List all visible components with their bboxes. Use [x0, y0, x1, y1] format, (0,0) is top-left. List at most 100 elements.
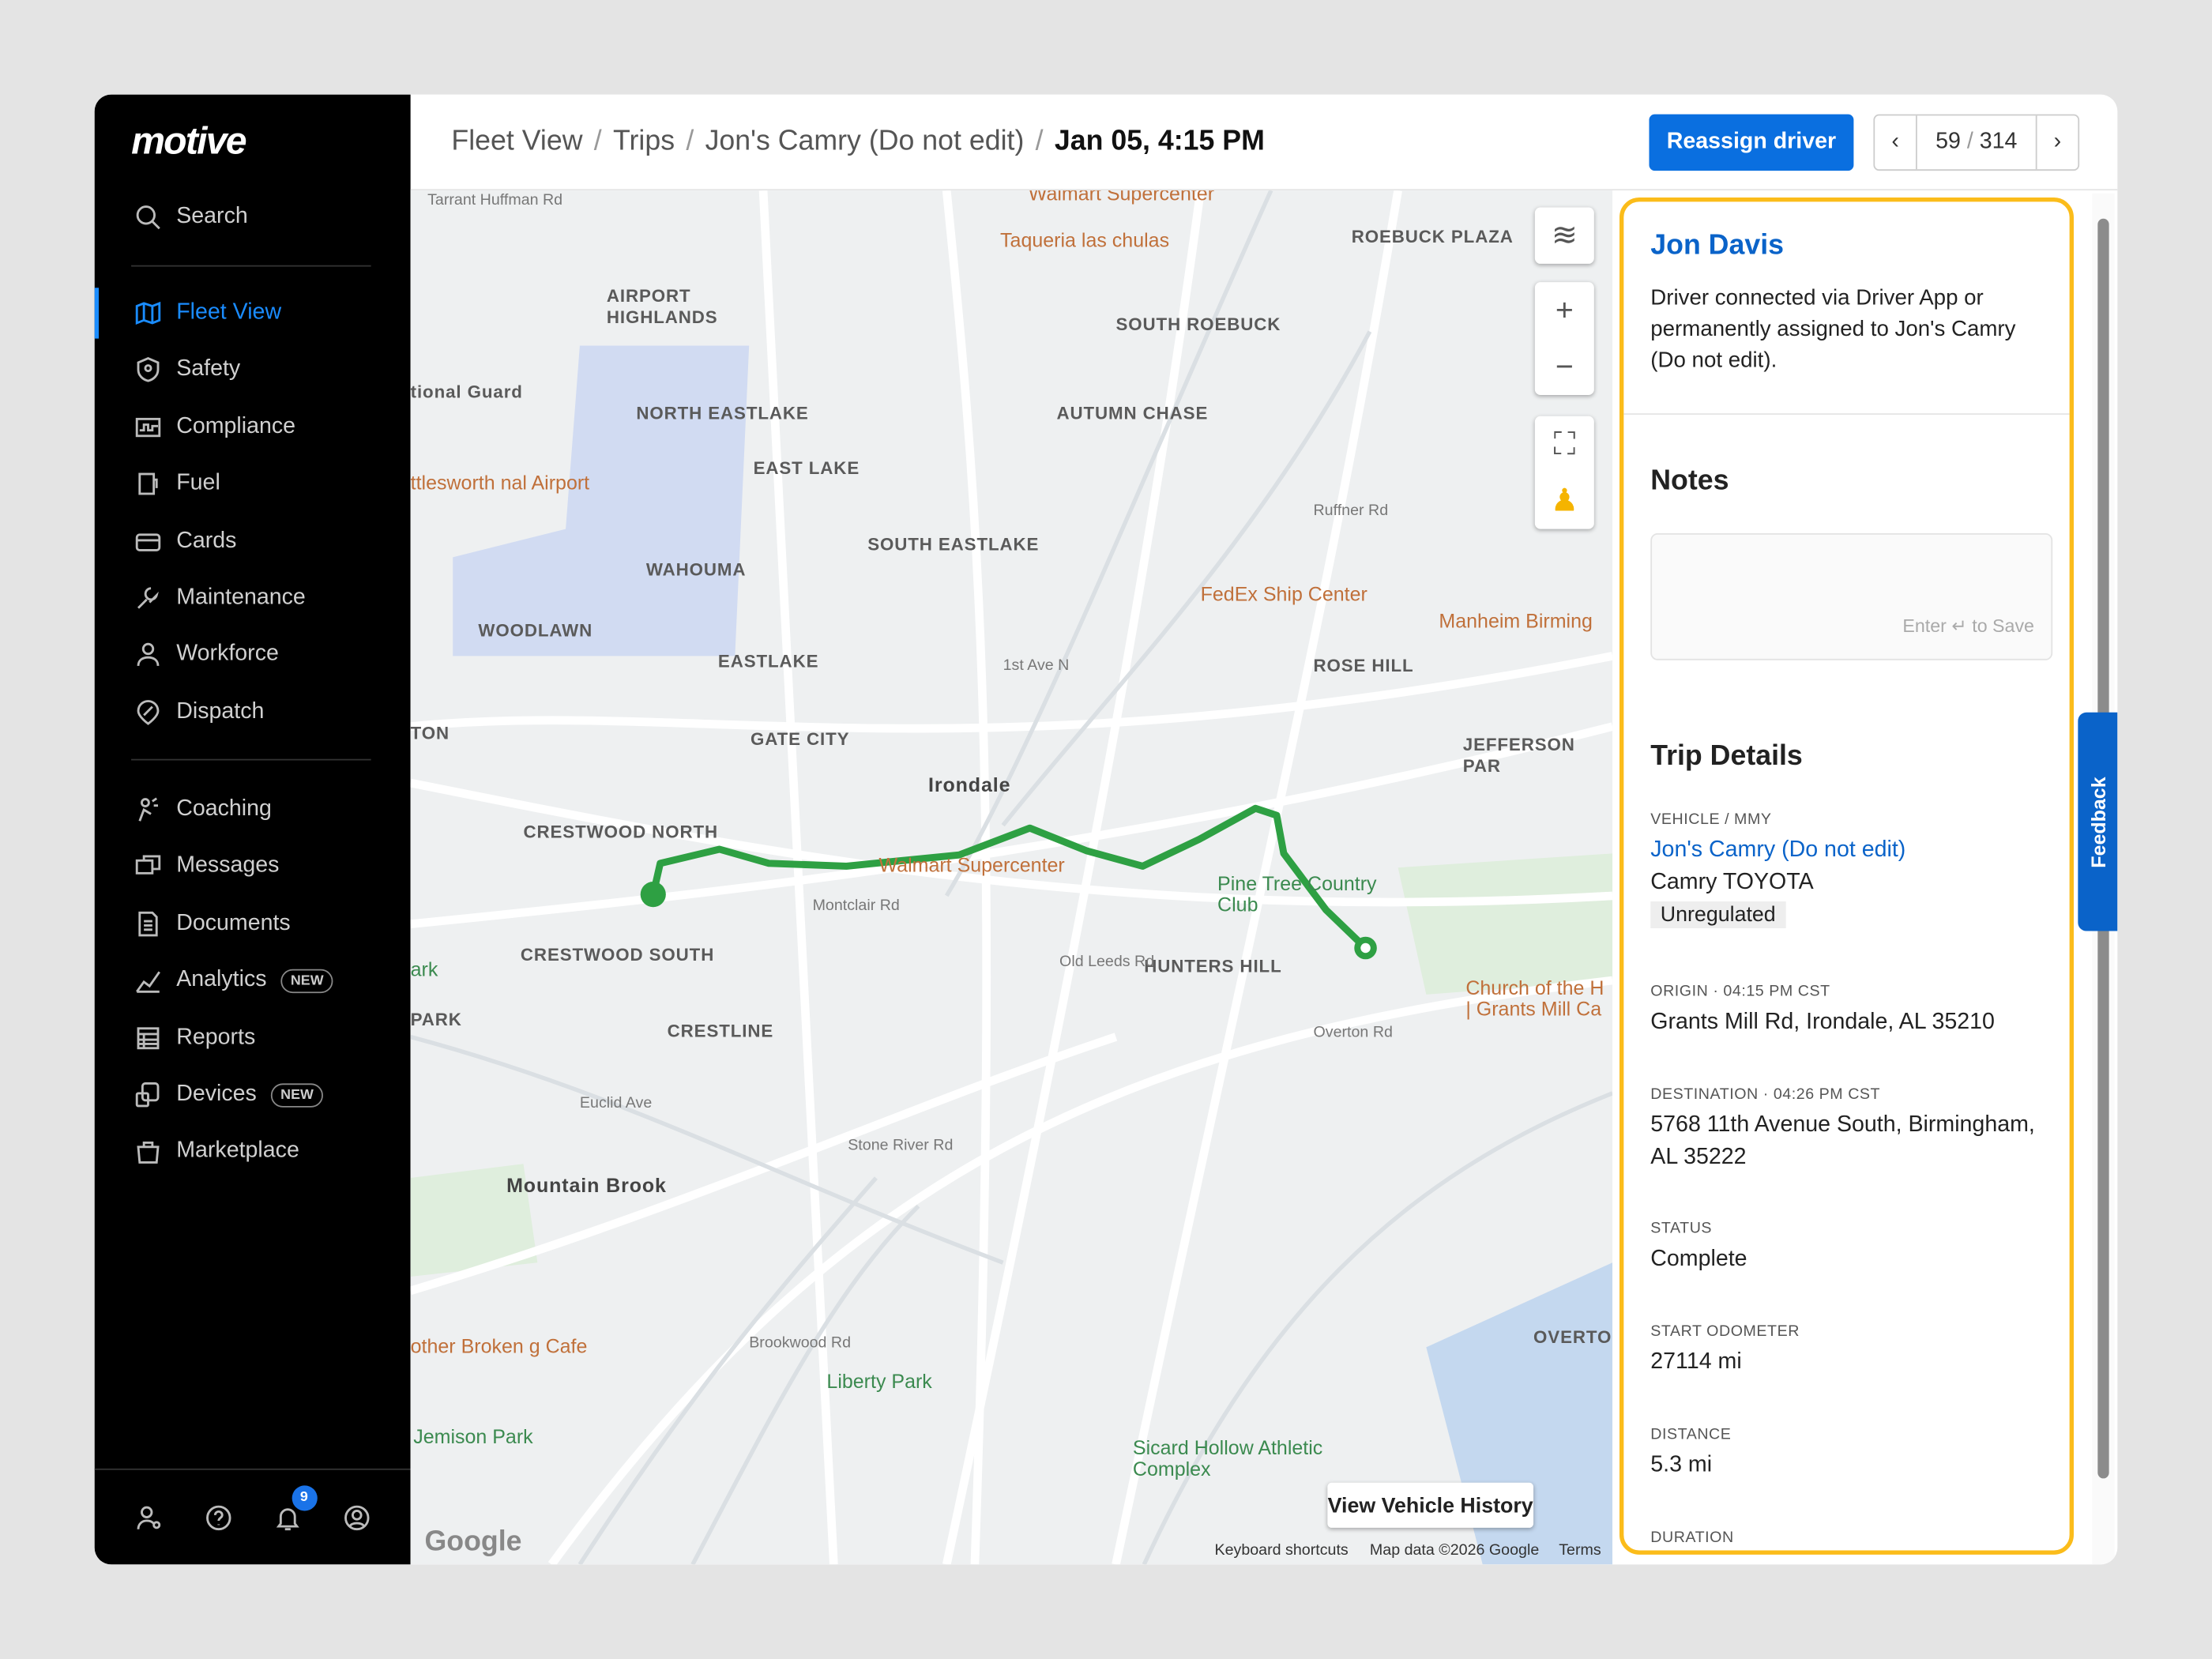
divider: [131, 758, 371, 761]
bell-icon[interactable]: 9: [272, 1484, 317, 1533]
odometer-section: START ODOMETER 27114 mi: [1650, 1323, 2052, 1379]
feedback-tab[interactable]: Feedback: [2078, 712, 2118, 931]
trip-route: [649, 804, 1370, 952]
sidebar-item-marketplace[interactable]: Marketplace: [95, 1123, 411, 1179]
status-label: STATUS: [1650, 1220, 1713, 1238]
app-window: motive Search Fleet View Safety Compliance…: [94, 94, 2118, 1565]
coaching-icon: [138, 797, 158, 822]
pager-count: 59 / 314: [1936, 130, 2018, 154]
sidebar-item-messages[interactable]: Messages: [95, 838, 411, 894]
breadcrumb-fleet-view[interactable]: Fleet View: [451, 125, 583, 157]
map-label: Euclid Ave: [579, 1094, 653, 1112]
layers-icon: ≋: [1551, 216, 1578, 253]
distance-section: DISTANCE 5.3 mi: [1650, 1426, 2052, 1481]
shield-icon: [137, 357, 160, 383]
sidebar-item-maintenance[interactable]: Maintenance: [95, 570, 411, 626]
destination-label: DESTINATION: [1650, 1085, 1759, 1104]
origin-time: 04:15 PM CST: [1723, 983, 1830, 1001]
fullscreen-icon[interactable]: ⛶: [1553, 426, 1576, 461]
feedback-label: Feedback: [2086, 776, 2109, 867]
zoom-controls: + −: [1534, 282, 1594, 395]
map-data-attribution: Map data ©2026 Google: [1369, 1541, 1540, 1559]
sidebar-item-label: Coaching: [176, 796, 272, 822]
view-vehicle-history-button[interactable]: View Vehicle History: [1327, 1482, 1534, 1528]
map-label: Irondale: [927, 773, 1011, 796]
trip-start-marker[interactable]: [640, 882, 666, 908]
odometer-label: START ODOMETER: [1650, 1322, 1800, 1341]
motive-logo[interactable]: motive: [131, 119, 246, 163]
map-label: Liberty Park: [826, 1369, 932, 1393]
search-label: Search: [176, 204, 248, 229]
distance-value: 5.3 mi: [1650, 1453, 1713, 1477]
terms-link[interactable]: Terms: [1559, 1541, 1601, 1559]
sidebar-item-workforce[interactable]: Workforce: [95, 627, 411, 683]
vehicle-link[interactable]: Jon's Camry (Do not edit): [1650, 837, 1906, 863]
sidebar-item-label: Compliance: [176, 414, 296, 438]
fuel-icon: [138, 472, 158, 495]
help-icon[interactable]: [202, 1502, 233, 1533]
breadcrumb-trips[interactable]: Trips: [613, 125, 675, 157]
map-label: FedEx Ship Center: [1200, 582, 1367, 606]
prev-trip-button[interactable]: ‹: [1875, 115, 1917, 170]
sidebar-item-analytics[interactable]: Analytics NEW: [95, 953, 411, 1009]
vehicle-mmy: Camry TOYOTA: [1650, 870, 1814, 895]
marketplace-icon: [137, 1142, 160, 1164]
breadcrumb-vehicle[interactable]: Jon's Camry (Do not edit): [705, 125, 1025, 157]
wrench-icon: [137, 587, 159, 609]
next-trip-button[interactable]: ›: [2035, 115, 2078, 170]
zoom-out-button[interactable]: −: [1555, 348, 1574, 384]
destination-address: 5768 11th Avenue South, Birmingham, AL 3…: [1650, 1112, 2035, 1170]
sidebar-item-cards[interactable]: Cards: [95, 513, 411, 569]
account-icon[interactable]: [340, 1502, 371, 1533]
trip-details-heading: Trip Details: [1650, 740, 1803, 772]
notification-badge: 9: [291, 1484, 317, 1510]
divider: [1623, 413, 2070, 415]
regulation-tag: Unregulated: [1650, 901, 1786, 928]
divider: [131, 265, 371, 267]
sidebar-item-coaching[interactable]: Coaching: [95, 781, 411, 837]
keyboard-shortcuts-link[interactable]: Keyboard shortcuts: [1214, 1541, 1349, 1559]
sidebar-item-dispatch[interactable]: Dispatch: [95, 684, 411, 740]
sidebar-item-label: Marketplace: [176, 1138, 299, 1164]
sidebar-item-devices[interactable]: Devices NEW: [95, 1066, 411, 1123]
zoom-in-button[interactable]: +: [1555, 292, 1574, 328]
map-label: JEFFERSON PAR: [1462, 735, 1575, 777]
origin-label: ORIGIN: [1650, 983, 1709, 1001]
origin-address: Grants Mill Rd, Irondale, AL 35210: [1650, 1010, 1995, 1034]
trip-details-panel: Jon Davis Driver connected via Driver Ap…: [1619, 197, 2074, 1555]
new-badge: NEW: [270, 1082, 324, 1107]
user-settings-icon[interactable]: [134, 1502, 164, 1533]
map-label: HUNTERS HILL: [1144, 956, 1282, 976]
map-label: CRESTLINE: [667, 1021, 774, 1041]
map-label: WAHOUMA: [645, 559, 747, 580]
trip-map[interactable]: Walmart Supercenter Taqueria las chulas RO…: [410, 190, 1613, 1565]
sidebar-item-documents[interactable]: Documents: [95, 896, 411, 952]
sidebar-item-label: Safety: [176, 357, 241, 382]
map-icon: [135, 301, 161, 325]
driver-name-link[interactable]: Jon Davis: [1650, 230, 1784, 261]
search-button[interactable]: Search: [95, 189, 411, 245]
driver-description: Driver connected via Driver App or perma…: [1650, 286, 2016, 373]
map-label: AIRPORT HIGHLANDS: [606, 286, 718, 328]
sidebar-item-compliance[interactable]: Compliance: [95, 399, 411, 455]
vehicle-label: VEHICLE / MMY: [1650, 811, 1772, 829]
sidebar-item-reports[interactable]: Reports: [95, 1010, 411, 1066]
map-label: PARK: [410, 1010, 462, 1030]
sidebar-item-fleet-view[interactable]: Fleet View: [94, 285, 411, 341]
map-label: ROSE HILL: [1313, 656, 1414, 676]
map-label: TON: [410, 724, 450, 744]
map-label: Mountain Brook: [506, 1173, 667, 1197]
notes-input[interactable]: Enter ↵ to Save: [1650, 532, 2053, 660]
sidebar-item-safety[interactable]: Safety: [95, 342, 411, 398]
status-value: Complete: [1650, 1247, 1747, 1271]
sidebar-item-fuel[interactable]: Fuel: [95, 456, 411, 512]
reassign-driver-button[interactable]: Reassign driver: [1649, 114, 1854, 171]
map-label: Brookwood Rd: [749, 1334, 852, 1352]
chevron-right-icon: ›: [2053, 130, 2062, 154]
map-layers-button[interactable]: ≋: [1534, 207, 1594, 264]
map-label: Jemison Park: [413, 1424, 533, 1448]
map-label: Taqueria las chulas: [1000, 228, 1170, 251]
map-label: Montclair Rd: [812, 897, 900, 915]
street-view-pegman-icon[interactable]: ♟: [1550, 482, 1578, 518]
trip-pager: ‹ 59 / 314 ›: [1873, 114, 2080, 171]
